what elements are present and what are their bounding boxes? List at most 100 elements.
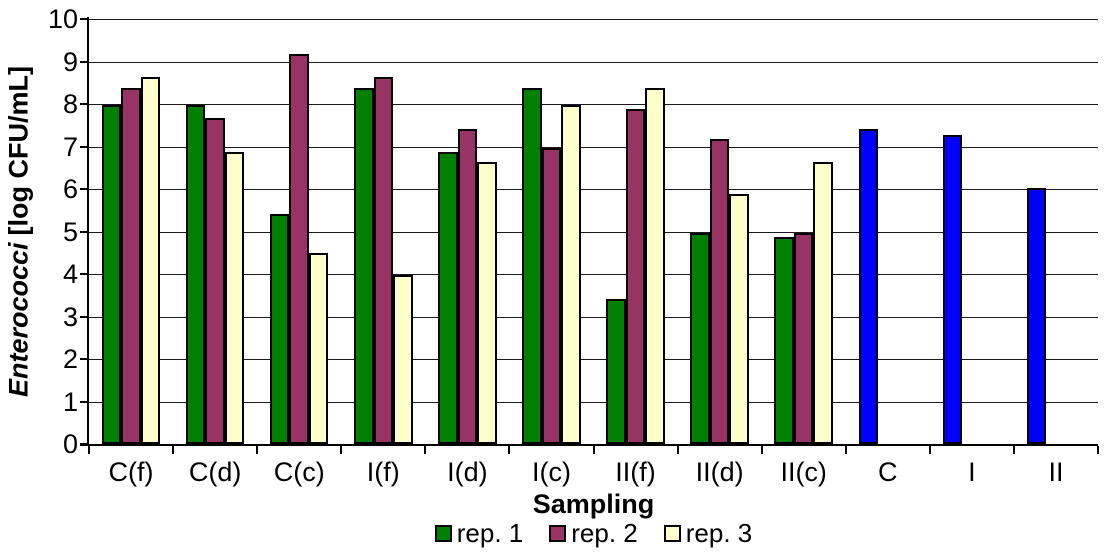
y-tick-label: 8	[62, 89, 78, 119]
legend-swatch-rep1	[434, 524, 452, 542]
x-axis-tick	[928, 446, 931, 454]
x-category-label: II	[1048, 457, 1064, 487]
gridline	[89, 401, 1098, 403]
y-tick-label: 6	[62, 174, 78, 204]
y-axis-tick	[80, 60, 89, 63]
bar-rep. 3-C(d)	[224, 151, 245, 444]
x-axis-tick	[340, 446, 343, 454]
gridline	[89, 359, 1098, 360]
x-category-label: I(c)	[531, 457, 571, 487]
y-axis-tick	[80, 443, 89, 445]
x-axis-line	[80, 444, 1098, 446]
x-category-label: C	[878, 457, 898, 487]
legend-item: rep. 3	[663, 518, 753, 548]
x-axis-tick	[760, 446, 763, 454]
bar-rep. 1-II(f)	[606, 299, 626, 444]
x-category-label: C(d)	[188, 457, 242, 487]
x-axis-tick	[88, 446, 90, 454]
gridline	[89, 231, 1098, 233]
y-tick-label: 9	[62, 46, 78, 77]
bar-rep. 1-I(f)	[354, 87, 374, 444]
legend-swatch-rep3	[663, 524, 681, 542]
legend-item: rep. 2	[549, 518, 638, 548]
x-category-label: I(d)	[447, 457, 488, 487]
bar-single-II	[1026, 187, 1047, 444]
x-axis-tick	[1097, 446, 1099, 454]
bar-single-I	[942, 135, 963, 444]
bar-single-C	[858, 129, 879, 444]
x-category-label: II(f)	[615, 457, 656, 487]
bar-rep. 1-C(f)	[101, 105, 122, 444]
gridline	[89, 61, 1098, 63]
y-tick-label: 0	[62, 429, 78, 459]
bar-rep. 1-I(c)	[522, 87, 542, 444]
bar-rep. 3-C(c)	[308, 253, 329, 444]
bar-rep. 3-II(f)	[645, 87, 665, 444]
gridline	[89, 189, 1098, 190]
plot-area	[89, 19, 1098, 444]
x-axis-tick	[172, 446, 175, 454]
y-tick-label: 10	[47, 4, 78, 34]
x-category-label: II(c)	[780, 457, 827, 487]
y-axis-tick	[80, 400, 89, 403]
bar-rep. 1-C(d)	[185, 105, 206, 444]
gridline	[89, 316, 1098, 318]
legend-item: rep. 1	[434, 518, 524, 548]
bar-rep. 1-I(d)	[438, 151, 458, 444]
x-category-label: II(d)	[695, 457, 744, 487]
x-axis-tick	[508, 446, 511, 454]
bar-rep. 3-I(d)	[477, 161, 497, 444]
y-tick-label: 1	[62, 386, 78, 417]
bar-rep. 1-II(d)	[690, 232, 710, 444]
bar-rep. 3-C(f)	[140, 76, 161, 444]
y-axis-tick	[80, 315, 89, 318]
bar-rep. 2-I(d)	[457, 128, 478, 444]
legend-label-rep2: rep. 2	[571, 518, 638, 548]
x-axis-title: Sampling	[532, 489, 655, 519]
gridline	[89, 146, 1098, 148]
y-tick-label: 4	[62, 259, 78, 289]
bar-rep. 3-II(c)	[813, 161, 833, 444]
x-axis-tick	[676, 446, 679, 454]
bar-rep. 1-II(c)	[774, 236, 794, 444]
bar-rep. 2-C(f)	[121, 87, 141, 444]
y-tick-label: 5	[62, 216, 78, 247]
x-category-label: I(f)	[366, 457, 400, 487]
y-axis-tick	[80, 145, 89, 148]
y-tick-label: 2	[62, 344, 78, 374]
bar-rep. 2-II(f)	[625, 109, 646, 444]
y-axis-tick	[80, 103, 89, 105]
x-category-label: C(c)	[273, 457, 325, 487]
y-axis-tick	[80, 18, 89, 20]
y-axis-tick	[80, 358, 89, 360]
bar-rep. 3-I(f)	[393, 275, 413, 444]
bar-rep. 2-I(f)	[373, 76, 394, 444]
bar-rep. 2-I(c)	[541, 147, 562, 444]
x-axis-tick	[1012, 446, 1015, 454]
gridline	[89, 274, 1098, 275]
gridline	[89, 19, 1098, 20]
bar-rep. 2-C(c)	[289, 54, 309, 444]
x-axis-tick	[424, 446, 427, 454]
bar-rep. 2-II(c)	[793, 232, 814, 444]
bar-rep. 3-II(d)	[729, 194, 749, 444]
legend: rep. 1 rep. 2 rep. 3	[89, 518, 1098, 548]
y-axis-tick	[80, 273, 89, 275]
gridline	[89, 104, 1098, 105]
x-axis-tick	[592, 446, 595, 454]
x-category-label: C(f)	[108, 457, 154, 487]
bar-rep. 2-C(d)	[205, 118, 225, 444]
bar-rep. 2-II(d)	[709, 139, 730, 444]
y-axis-tick	[80, 188, 89, 190]
x-category-label: I	[968, 457, 976, 487]
bar-rep. 1-C(c)	[269, 213, 290, 444]
legend-label-rep3: rep. 3	[685, 518, 753, 548]
x-axis-tick	[256, 446, 259, 454]
bar-rep. 3-I(c)	[561, 105, 581, 444]
legend-swatch-rep2	[549, 524, 567, 542]
y-tick-label: 3	[62, 301, 78, 332]
y-tick-label: 7	[62, 131, 78, 162]
y-axis-tick	[80, 230, 89, 233]
legend-label-rep1: rep. 1	[456, 518, 524, 548]
